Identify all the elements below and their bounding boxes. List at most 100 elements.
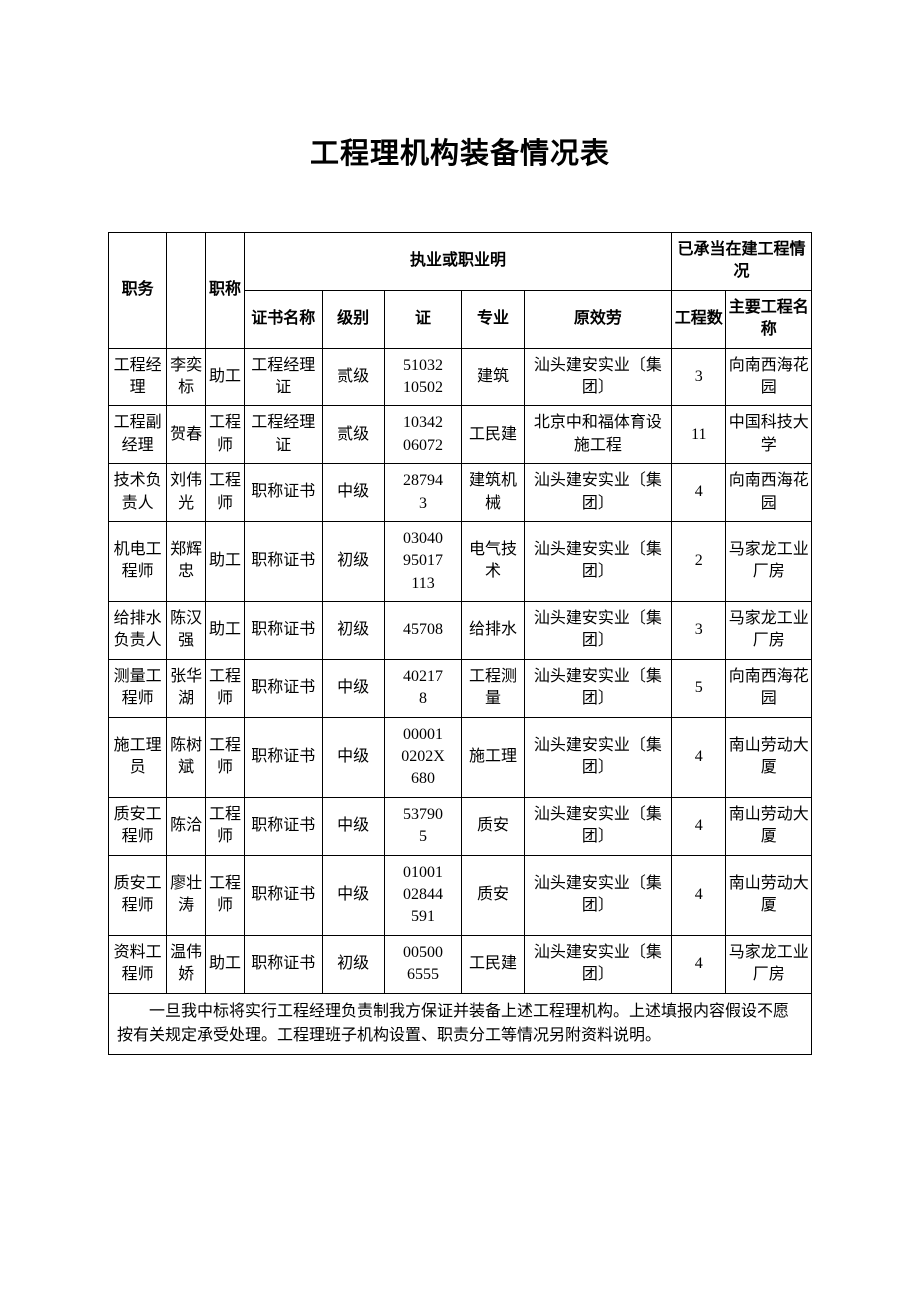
cell-spec: 工民建: [462, 935, 524, 993]
cell-title: 工程师: [206, 464, 245, 522]
cell-count: 4: [672, 464, 726, 522]
cell-cert_name: 职称证书: [244, 855, 322, 935]
cell-proj: 南山劳动大厦: [726, 855, 812, 935]
cell-cert_name: 职称证书: [244, 659, 322, 717]
cell-proj: 南山劳动大厦: [726, 717, 812, 797]
cell-cert_no: 00001 0202X 680: [384, 717, 462, 797]
cell-cert_no: 40217 8: [384, 659, 462, 717]
table-row: 给排水负责人陈汉强助工职称证书初级45708给排水汕头建安实业〔集团〕3马家龙工…: [109, 602, 812, 660]
cell-org: 汕头建安实业〔集团〕: [524, 717, 672, 797]
cell-title: 助工: [206, 521, 245, 601]
cell-org: 汕头建安实业〔集团〕: [524, 797, 672, 855]
cell-name: 温伟娇: [167, 935, 206, 993]
cell-level: 中级: [322, 659, 384, 717]
header-cert-name: 证书名称: [244, 290, 322, 348]
table-header: 职务 职称 执业或职业明 已承当在建工程情况 证书名称 级别 证 专业 原效劳 …: [109, 233, 812, 349]
header-count: 工程数: [672, 290, 726, 348]
cell-count: 4: [672, 935, 726, 993]
cell-spec: 质安: [462, 797, 524, 855]
page-title: 工程理机构装备情况表: [108, 130, 812, 172]
cell-org: 汕头建安实业〔集团〕: [524, 521, 672, 601]
header-cert-no: 证: [384, 290, 462, 348]
cell-count: 5: [672, 659, 726, 717]
cell-proj: 中国科技大学: [726, 406, 812, 464]
header-duty: 职务: [109, 233, 167, 349]
cell-org: 汕头建安实业〔集团〕: [524, 464, 672, 522]
cell-title: 助工: [206, 602, 245, 660]
cell-cert_no: 03040 95017 113: [384, 521, 462, 601]
cell-org: 汕头建安实业〔集团〕: [524, 602, 672, 660]
cell-title: 工程师: [206, 659, 245, 717]
cell-proj: 马家龙工业厂房: [726, 602, 812, 660]
cell-duty: 技术负责人: [109, 464, 167, 522]
cell-duty: 测量工程师: [109, 659, 167, 717]
cell-level: 贰级: [322, 348, 384, 406]
cell-level: 中级: [322, 797, 384, 855]
cell-proj: 南山劳动大厦: [726, 797, 812, 855]
cell-cert_no: 01001 02844 591: [384, 855, 462, 935]
cell-name: 廖壮涛: [167, 855, 206, 935]
cell-title: 工程师: [206, 797, 245, 855]
cell-proj: 向南西海花园: [726, 464, 812, 522]
cell-title: 工程师: [206, 717, 245, 797]
cell-cert_no: 00500 6555: [384, 935, 462, 993]
cell-duty: 质安工程师: [109, 855, 167, 935]
cell-duty: 质安工程师: [109, 797, 167, 855]
header-spec: 专业: [462, 290, 524, 348]
cell-title: 助工: [206, 348, 245, 406]
table-row: 工程副经理贺春工程师工程经理证贰级10342 06072工民建北京中和福体育设施…: [109, 406, 812, 464]
cell-cert_no: 10342 06072: [384, 406, 462, 464]
header-org: 原效劳: [524, 290, 672, 348]
cell-proj: 马家龙工业厂房: [726, 935, 812, 993]
cell-name: 李奕标: [167, 348, 206, 406]
cell-level: 初级: [322, 602, 384, 660]
header-title: 职称: [206, 233, 245, 349]
cell-cert_no: 51032 10502: [384, 348, 462, 406]
cell-count: 3: [672, 602, 726, 660]
header-qual-group: 执业或职业明: [244, 233, 671, 291]
cell-level: 中级: [322, 855, 384, 935]
header-proj-name: 主要工程名称: [726, 290, 812, 348]
cell-org: 北京中和福体育设施工程: [524, 406, 672, 464]
cell-cert_name: 职称证书: [244, 797, 322, 855]
cell-spec: 建筑: [462, 348, 524, 406]
cell-spec: 质安: [462, 855, 524, 935]
cell-level: 贰级: [322, 406, 384, 464]
cell-org: 汕头建安实业〔集团〕: [524, 348, 672, 406]
footer-note: 一旦我中标将实行工程经理负责制我方保证并装备上述工程理机构。上述填报内容假设不愿…: [109, 993, 812, 1054]
cell-count: 3: [672, 348, 726, 406]
cell-duty: 施工理员: [109, 717, 167, 797]
cell-level: 中级: [322, 464, 384, 522]
cell-cert_name: 职称证书: [244, 935, 322, 993]
cell-count: 11: [672, 406, 726, 464]
cell-duty: 机电工程师: [109, 521, 167, 601]
cell-cert_name: 工程经理证: [244, 348, 322, 406]
cell-spec: 工民建: [462, 406, 524, 464]
cell-cert_name: 工程经理证: [244, 406, 322, 464]
cell-count: 4: [672, 855, 726, 935]
cell-spec: 电气技术: [462, 521, 524, 601]
cell-count: 4: [672, 797, 726, 855]
cell-name: 陈树斌: [167, 717, 206, 797]
cell-name: 郑辉忠: [167, 521, 206, 601]
cell-cert_no: 45708: [384, 602, 462, 660]
cell-cert_no: 28794 3: [384, 464, 462, 522]
header-name-blank: [167, 233, 206, 349]
cell-duty: 工程副经理: [109, 406, 167, 464]
cell-title: 工程师: [206, 855, 245, 935]
cell-duty: 工程经理: [109, 348, 167, 406]
cell-cert_name: 职称证书: [244, 602, 322, 660]
table-row: 质安工程师陈洽工程师职称证书中级53790 5质安汕头建安实业〔集团〕4南山劳动…: [109, 797, 812, 855]
cell-duty: 资料工程师: [109, 935, 167, 993]
table-row: 施工理员陈树斌工程师职称证书中级00001 0202X 680施工理汕头建安实业…: [109, 717, 812, 797]
cell-org: 汕头建安实业〔集团〕: [524, 855, 672, 935]
cell-spec: 给排水: [462, 602, 524, 660]
cell-org: 汕头建安实业〔集团〕: [524, 935, 672, 993]
cell-level: 中级: [322, 717, 384, 797]
cell-name: 张华湖: [167, 659, 206, 717]
cell-name: 陈洽: [167, 797, 206, 855]
cell-proj: 向南西海花园: [726, 659, 812, 717]
cell-duty: 给排水负责人: [109, 602, 167, 660]
header-level: 级别: [322, 290, 384, 348]
table-body: 工程经理李奕标助工工程经理证贰级51032 10502建筑汕头建安实业〔集团〕3…: [109, 348, 812, 993]
